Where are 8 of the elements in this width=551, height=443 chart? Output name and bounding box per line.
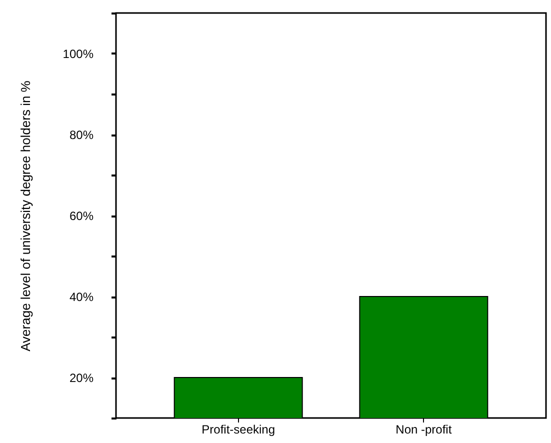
x-tick-label: Profit-seeking [202,422,276,436]
y-tick-label: 80% [69,128,94,142]
y-tick-label: 60% [69,209,94,223]
y-tick-label: 100% [62,47,94,61]
y-tick-label: 40% [69,290,94,304]
y-tick-label: 20% [69,371,94,385]
x-tick-label: Non -profit [396,422,452,436]
y-axis-title: Average level of university degree holders in % [18,80,33,352]
